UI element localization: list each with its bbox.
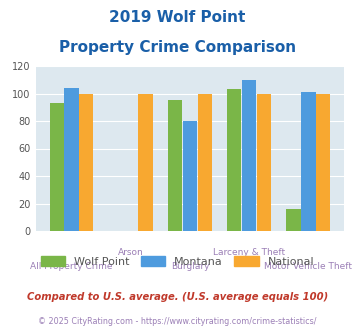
Bar <box>138 93 153 231</box>
Bar <box>50 103 64 231</box>
Bar <box>198 93 212 231</box>
Bar <box>183 121 197 231</box>
Text: © 2025 CityRating.com - https://www.cityrating.com/crime-statistics/: © 2025 CityRating.com - https://www.city… <box>38 317 317 326</box>
Bar <box>257 93 271 231</box>
Text: All Property Crime: All Property Crime <box>30 262 113 271</box>
Bar <box>64 88 78 231</box>
Bar <box>316 93 330 231</box>
Text: Burglary: Burglary <box>171 262 209 271</box>
Bar <box>227 89 241 231</box>
Text: Larceny & Theft: Larceny & Theft <box>213 248 285 257</box>
Text: Compared to U.S. average. (U.S. average equals 100): Compared to U.S. average. (U.S. average … <box>27 292 328 302</box>
Text: Arson: Arson <box>118 248 143 257</box>
Text: 2019 Wolf Point: 2019 Wolf Point <box>109 10 246 25</box>
Bar <box>301 92 316 231</box>
Text: Property Crime Comparison: Property Crime Comparison <box>59 40 296 54</box>
Legend: Wolf Point, Montana, National: Wolf Point, Montana, National <box>41 256 314 267</box>
Text: Motor Vehicle Theft: Motor Vehicle Theft <box>264 262 353 271</box>
Bar <box>286 209 301 231</box>
Bar <box>168 100 182 231</box>
Bar <box>242 80 256 231</box>
Bar <box>79 93 93 231</box>
